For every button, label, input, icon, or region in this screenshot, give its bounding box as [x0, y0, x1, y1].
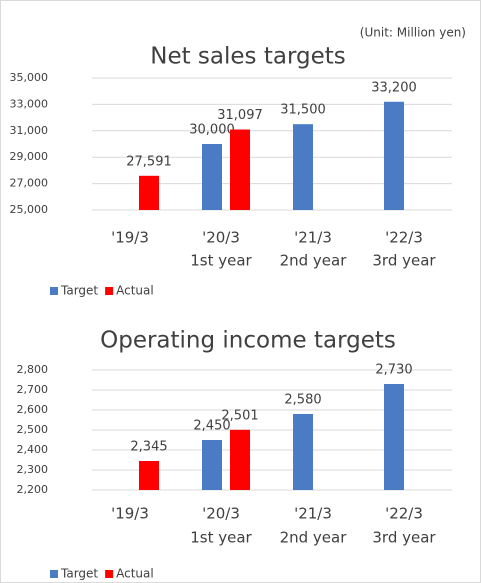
y-tick-label: 31,000 [10, 124, 49, 137]
y-tick-label: 2,700 [17, 383, 49, 396]
bar [384, 101, 404, 210]
data-label: 31,097 [217, 108, 263, 123]
x-tick-sublabel: 2nd year [280, 252, 348, 270]
legend-swatch [105, 287, 114, 295]
x-tick-sublabel: 1st year [190, 252, 252, 270]
bar [230, 129, 250, 210]
x-tick-label: '20/3 [202, 229, 240, 247]
y-tick-label: 2,400 [17, 443, 49, 456]
data-label: 33,200 [371, 80, 417, 95]
data-label: 2,580 [284, 393, 321, 408]
y-tick-label: 2,600 [17, 403, 49, 416]
bar [202, 144, 222, 210]
data-label: 27,591 [126, 154, 172, 169]
legend-swatch [50, 570, 58, 578]
y-tick-label: 2,500 [17, 423, 49, 436]
legend-swatch [50, 287, 58, 295]
y-tick-label: 27,000 [10, 177, 49, 190]
data-label: 30,000 [189, 123, 235, 138]
x-tick-sublabel: 3rd year [372, 252, 436, 270]
x-tick-label: '20/3 [202, 505, 240, 523]
data-label: 2,450 [193, 419, 230, 434]
bar [139, 175, 159, 210]
x-tick-label: '21/3 [294, 229, 332, 247]
data-label: 31,500 [280, 103, 326, 118]
legend-label: Target [60, 567, 98, 581]
x-tick-sublabel: 2nd year [280, 529, 348, 547]
y-tick-label: 2,200 [17, 483, 49, 496]
y-tick-label: 35,000 [10, 71, 49, 84]
chart-title: Net sales targets [150, 44, 346, 70]
x-tick-sublabel: 3rd year [372, 529, 436, 547]
x-tick-label: '21/3 [294, 505, 332, 523]
data-label: 2,501 [221, 408, 258, 423]
y-tick-label: 33,000 [10, 97, 49, 110]
bar [202, 440, 222, 490]
y-tick-label: 2,300 [17, 463, 49, 476]
y-tick-label: 2,800 [17, 363, 49, 376]
chart-title: Operating income targets [100, 328, 396, 354]
bar [293, 414, 313, 490]
x-tick-label: '19/3 [111, 229, 149, 247]
legend-label: Actual [116, 567, 154, 581]
bar [230, 429, 250, 490]
data-label: 2,730 [375, 363, 412, 378]
data-label: 2,345 [130, 440, 167, 455]
x-tick-sublabel: 1st year [190, 529, 252, 547]
x-tick-label: '22/3 [385, 505, 423, 523]
legend-swatch [105, 570, 114, 578]
legend-label: Actual [116, 284, 154, 298]
bar [293, 124, 313, 210]
y-tick-label: 25,000 [10, 203, 49, 216]
bar [384, 384, 404, 490]
legend-label: Target [60, 284, 98, 298]
x-tick-label: '22/3 [385, 229, 423, 247]
y-tick-label: 29,000 [10, 150, 49, 163]
x-tick-label: '19/3 [111, 505, 149, 523]
bar [139, 461, 159, 490]
unit-note: (Unit: Million yen) [360, 26, 466, 40]
